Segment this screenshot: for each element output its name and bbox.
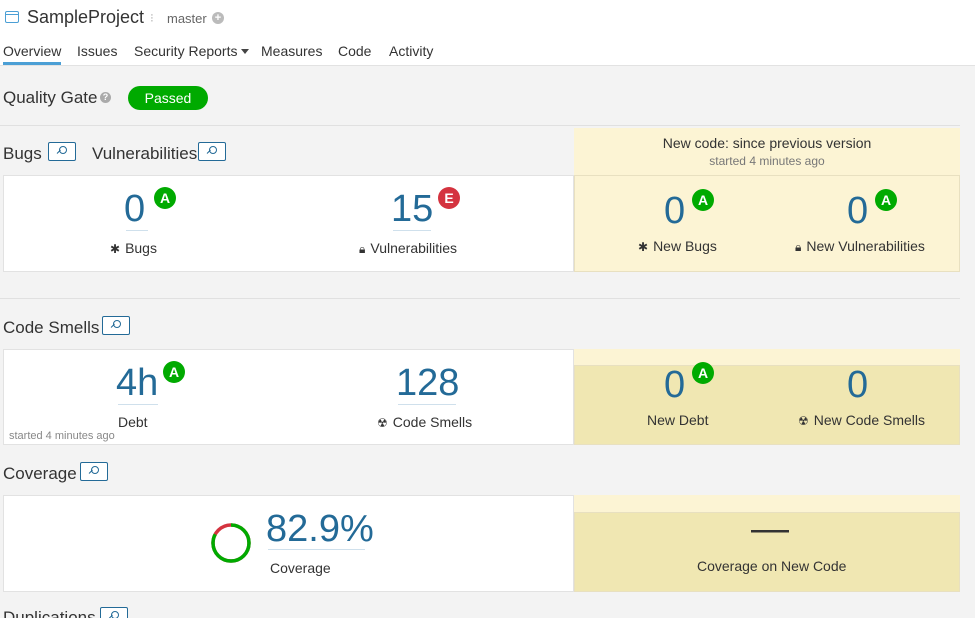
bugs-label-text: Bugs [125,240,157,256]
new-bugs-rating-badge[interactable]: A [692,189,714,211]
search-icon [111,611,119,618]
search-icon [59,146,67,154]
tab-security-reports-label: Security Reports [134,43,238,59]
new-code-title: New code: since previous version [662,135,872,151]
vulnerabilities-rating-badge[interactable]: E [438,187,460,209]
branch-icon: ⁝ [150,11,154,25]
vulnerabilities-search-button[interactable] [198,142,226,161]
new-coverage-value: — [751,508,789,550]
coverage-search-button[interactable] [80,462,108,481]
new-debt-label: New Debt [647,412,709,428]
new-debt-rating-badge[interactable]: A [692,362,714,384]
tab-security-reports[interactable]: Security Reports [134,43,250,65]
new-vulnerabilities-rating-badge[interactable]: A [875,189,897,211]
debt-value[interactable]: 4h [116,362,159,404]
vulnerabilities-section-title: Vulnerabilities [92,144,198,163]
code-smells-search-button[interactable] [102,316,130,335]
vulnerabilities-value[interactable]: 15 [391,188,434,230]
new-code-strip [574,495,960,512]
coverage-donut-arc [211,523,251,563]
radiation-icon: ☢ [798,414,809,428]
bugs-rating-badge[interactable]: A [154,187,176,209]
tab-issues[interactable]: Issues [77,43,118,59]
bugs-value-underline [126,230,148,231]
quality-gate-label: Quality Gate [3,88,98,107]
debt-rating-badge[interactable]: A [163,361,185,383]
lock-icon: 🔒︎ [795,240,802,254]
vulnerabilities-label-text: Vulnerabilities [370,240,458,256]
new-bugs-label: ✱ New Bugs [638,238,717,254]
new-coverage-label: Coverage on New Code [697,558,847,574]
tab-code[interactable]: Code [338,43,372,59]
new-code-smells-value[interactable]: 0 [847,364,869,406]
reliability-panel [3,175,574,272]
top-bar: SampleProject ⁝ master + Overview Issues… [0,0,975,66]
debt-label: Debt [118,414,148,430]
new-code-header: New code: since previous version started… [574,128,960,175]
new-vulnerabilities-label-text: New Vulnerabilities [806,238,925,254]
new-code-strip [574,349,960,365]
new-code-smells-label: ☢ New Code Smells [798,412,925,428]
coverage-donut-chart [211,523,251,563]
coverage-section-title: Coverage [3,464,77,483]
project-name[interactable]: SampleProject [27,7,145,27]
new-reliability-panel [574,175,960,272]
tab-activity[interactable]: Activity [389,43,434,59]
code-smells-label: ☢ Code Smells [377,414,472,430]
bugs-value[interactable]: 0 [124,188,146,230]
lock-icon: 🔒︎ [359,242,366,256]
radiation-icon: ☢ [377,416,388,430]
tab-measures[interactable]: Measures [261,43,323,59]
new-bugs-label-text: New Bugs [653,238,717,254]
bugs-section-title: Bugs [3,144,42,163]
search-icon [91,466,99,474]
project-icon [5,11,19,23]
debt-value-underline [118,404,158,405]
search-icon [209,146,217,154]
code-smells-section-title: Code Smells [3,318,100,337]
divider [0,298,960,299]
divider [0,125,960,126]
coverage-label: Coverage [270,560,331,576]
bug-icon: ✱ [110,242,121,256]
new-vulnerabilities-label: 🔒︎ New Vulnerabilities [795,238,925,255]
quality-gate-status-badge: Passed [128,86,208,110]
branch-name[interactable]: master [167,11,207,26]
code-smells-label-text: Code Smells [392,414,473,430]
new-code-smells-label-text: New Code Smells [813,412,926,428]
coverage-panel [3,495,574,592]
branch-add-icon[interactable]: + [212,12,224,24]
tab-overview[interactable]: Overview [3,43,62,65]
new-coverage-panel [574,512,960,592]
new-vulnerabilities-value[interactable]: 0 [847,190,869,232]
new-maintainability-panel [574,365,960,445]
bugs-label: ✱ Bugs [110,240,157,256]
maintainability-panel [3,349,574,445]
search-icon [113,320,121,328]
duplications-section-title: Duplications [3,608,96,618]
new-debt-value[interactable]: 0 [664,364,686,406]
bugs-search-button[interactable] [48,142,76,161]
vulnerabilities-label: 🔒︎ Vulnerabilities [359,240,457,257]
coverage-value[interactable]: 82.9% [266,508,374,550]
new-bugs-value[interactable]: 0 [664,190,686,232]
vulnerabilities-value-underline [393,230,431,231]
bug-icon: ✱ [638,240,649,254]
code-smells-value-underline [398,404,456,405]
chevron-down-icon [241,49,250,54]
new-code-subtitle: started 4 minutes ago [709,154,825,168]
analysis-started-text: started 4 minutes ago [9,430,115,442]
code-smells-value[interactable]: 128 [396,362,460,404]
duplications-search-button[interactable] [100,607,128,618]
coverage-value-underline [268,549,365,550]
help-icon[interactable]: ? [100,92,111,103]
